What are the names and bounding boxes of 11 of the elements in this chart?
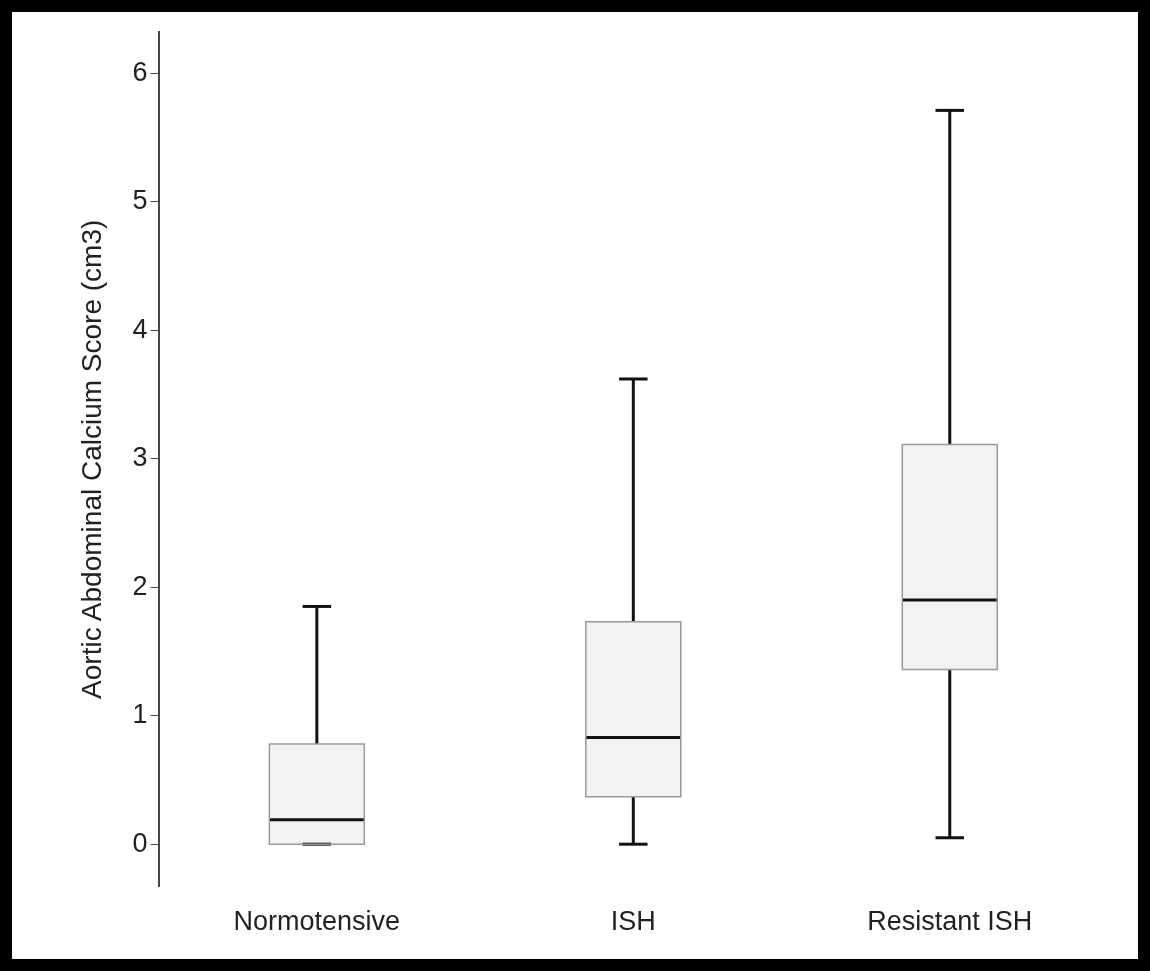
y-tick-label: 2 bbox=[132, 570, 148, 601]
y-tick-label: 3 bbox=[132, 442, 148, 473]
y-tick-label: 5 bbox=[132, 185, 148, 216]
x-tick-label: Resistant ISH bbox=[867, 906, 1033, 937]
y-tick-label: 1 bbox=[132, 699, 148, 730]
y-tick-label: 0 bbox=[132, 827, 148, 858]
x-tick-label: Normotensive bbox=[233, 906, 401, 937]
y-tick-label: 6 bbox=[132, 56, 148, 87]
y-tick-label: 4 bbox=[132, 313, 148, 344]
y-axis-title: Aortic Abdominal Calcium Score (cm3) bbox=[75, 219, 107, 699]
x-tick-label: ISH bbox=[610, 906, 656, 937]
